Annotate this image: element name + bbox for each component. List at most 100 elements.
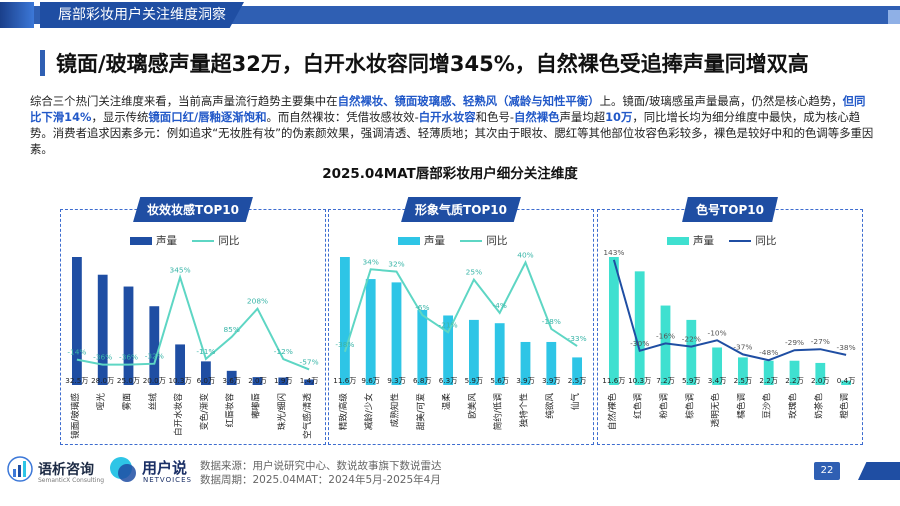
volume-bar	[468, 319, 479, 385]
volume-bar	[71, 257, 82, 385]
volume-label: 2.2万	[759, 376, 778, 385]
yoy-label: 208%	[247, 297, 268, 306]
legend-volume-label: 声量	[156, 235, 177, 247]
yoy-label: 34%	[362, 257, 378, 266]
category-label: 欧美风	[466, 393, 478, 419]
legend-volume-label: 声量	[424, 235, 445, 247]
category-label: 棕色调	[683, 393, 695, 419]
yoy-label: -11%	[196, 347, 215, 356]
summary-highlight-4: 白开水妆容	[418, 110, 476, 124]
legend-yoy-swatch	[460, 240, 483, 242]
legend-yoy-label: 同比	[755, 235, 777, 247]
yoy-label: 143%	[603, 248, 624, 257]
panel-title: 形象气质TOP10	[401, 197, 521, 222]
yoy-label: -27%	[811, 337, 830, 346]
banner-end	[888, 10, 900, 24]
volume-label: 6.8万	[413, 376, 432, 385]
volume-bar	[572, 357, 583, 385]
volume-label: 11.6万	[602, 376, 625, 385]
summary-text-4: 。而自然裸妆：凭借妆感妆效-	[266, 110, 419, 124]
yoy-label: -57%	[300, 357, 319, 366]
category-label: 豆沙色	[761, 393, 773, 419]
summary-highlight-2: 但同比下滑14%	[30, 94, 866, 124]
category-label: 丝绒	[146, 393, 158, 411]
page-bar	[858, 462, 900, 480]
yoy-label: -18%	[542, 317, 561, 326]
summary-highlight-6: 10万	[605, 110, 633, 124]
logo-semanticx: 语析咨询 SemanticX Consulting	[6, 455, 104, 487]
yoy-label: 40%	[517, 250, 533, 259]
volume-bar	[608, 257, 619, 385]
yoy-label: -37%	[733, 342, 752, 351]
chart-panel-image: 形象气质TOP10 声量 同比 11.6万 精致/高级 9.6万 减龄/少女 9.3万成…	[328, 197, 594, 447]
volume-label: 2.0万	[811, 376, 830, 385]
data-source: 数据来源：用户说研究中心、数说故事旗下数说雷达 数据周期：2025.04MAT：…	[200, 459, 442, 487]
category-label: 空气感/清透	[301, 393, 313, 439]
volume-bar	[841, 380, 852, 385]
yoy-label: -29%	[785, 338, 804, 347]
yoy-label: 345%	[170, 265, 191, 274]
yoy-label: -4%	[492, 301, 506, 310]
legend-volume-label: 声量	[693, 235, 714, 247]
yoy-label: -48%	[759, 348, 778, 357]
yoy-label: -30%	[630, 339, 649, 348]
yoy-line	[612, 259, 847, 362]
logo1-name: 语析咨询	[38, 462, 94, 478]
category-label: 成熟知性	[389, 393, 401, 428]
volume-bar	[520, 341, 531, 385]
volume-label: 10.3万	[168, 376, 191, 385]
legend-yoy-swatch	[729, 240, 752, 242]
volume-bar	[226, 370, 237, 385]
volume-bar	[339, 257, 350, 385]
volume-label: 2.5万	[734, 376, 753, 385]
yoy-label: -6%	[415, 303, 429, 312]
volume-bar	[546, 341, 557, 385]
category-label: 红唇妆容	[224, 393, 236, 428]
section-tag: 唇部彩妆用户关注维度洞察	[40, 2, 244, 28]
yoy-label: -12%	[274, 347, 293, 356]
volume-label: 9.6万	[361, 376, 380, 385]
logo2-name: 用户说	[142, 459, 188, 477]
semanticx-logo-icon	[7, 456, 33, 482]
category-label: 奶茶色	[812, 393, 824, 419]
category-label: 橘色调	[735, 393, 747, 419]
top-banner: 唇部彩妆用户关注维度洞察	[0, 0, 900, 30]
summary-highlight-5: 自然裸色	[513, 110, 560, 124]
category-label: 红色调	[632, 393, 644, 419]
volume-bar	[815, 362, 826, 385]
volume-label: 2.2万	[785, 376, 804, 385]
yoy-line	[76, 273, 310, 371]
summary-highlight-1: 自然裸妆、镜面玻璃感、轻熟风（减龄与知性平衡）	[337, 94, 600, 108]
volume-label: 9.3万	[387, 376, 406, 385]
volume-label: 3.9万	[542, 376, 561, 385]
legend-volume-swatch	[130, 237, 152, 245]
volume-bar	[763, 360, 774, 385]
volume-bar	[252, 377, 263, 385]
yoy-label: -38%	[837, 343, 856, 352]
yoy-label: -22%	[682, 335, 701, 344]
yoy-label: -33%	[568, 334, 587, 343]
yoy-label: -10%	[708, 328, 727, 337]
volume-bar	[278, 377, 289, 385]
volume-label: 0.4万	[837, 376, 856, 385]
category-label: 雾面	[122, 393, 133, 411]
legend-yoy-label: 同比	[486, 235, 508, 247]
category-label: 精致/高级	[337, 393, 349, 431]
category-label: 甜美/可爱	[414, 393, 426, 430]
volume-label: 2.5万	[568, 376, 587, 385]
volume-label: 3.6万	[222, 376, 241, 385]
chart-panel-effect: 妆效妆感TOP10 声量 同比 32.5万 镜面/玻璃感 28.0万 哑光 25.0万雾…	[60, 197, 326, 447]
category-label: 自然/裸色	[606, 393, 618, 431]
yoy-label: -36%	[93, 353, 112, 362]
volume-bar	[123, 286, 134, 385]
yoy-label: 32%	[388, 260, 404, 269]
legend-yoy-label: 同比	[218, 235, 240, 247]
volume-bar	[634, 271, 645, 385]
volume-bar	[686, 319, 697, 385]
category-label: 橙色调	[838, 393, 850, 419]
volume-bar	[660, 305, 671, 385]
volume-label: 2.0万	[248, 376, 267, 385]
chart-title: 2025.04MAT唇部彩妆用户细分关注维度	[322, 166, 578, 182]
